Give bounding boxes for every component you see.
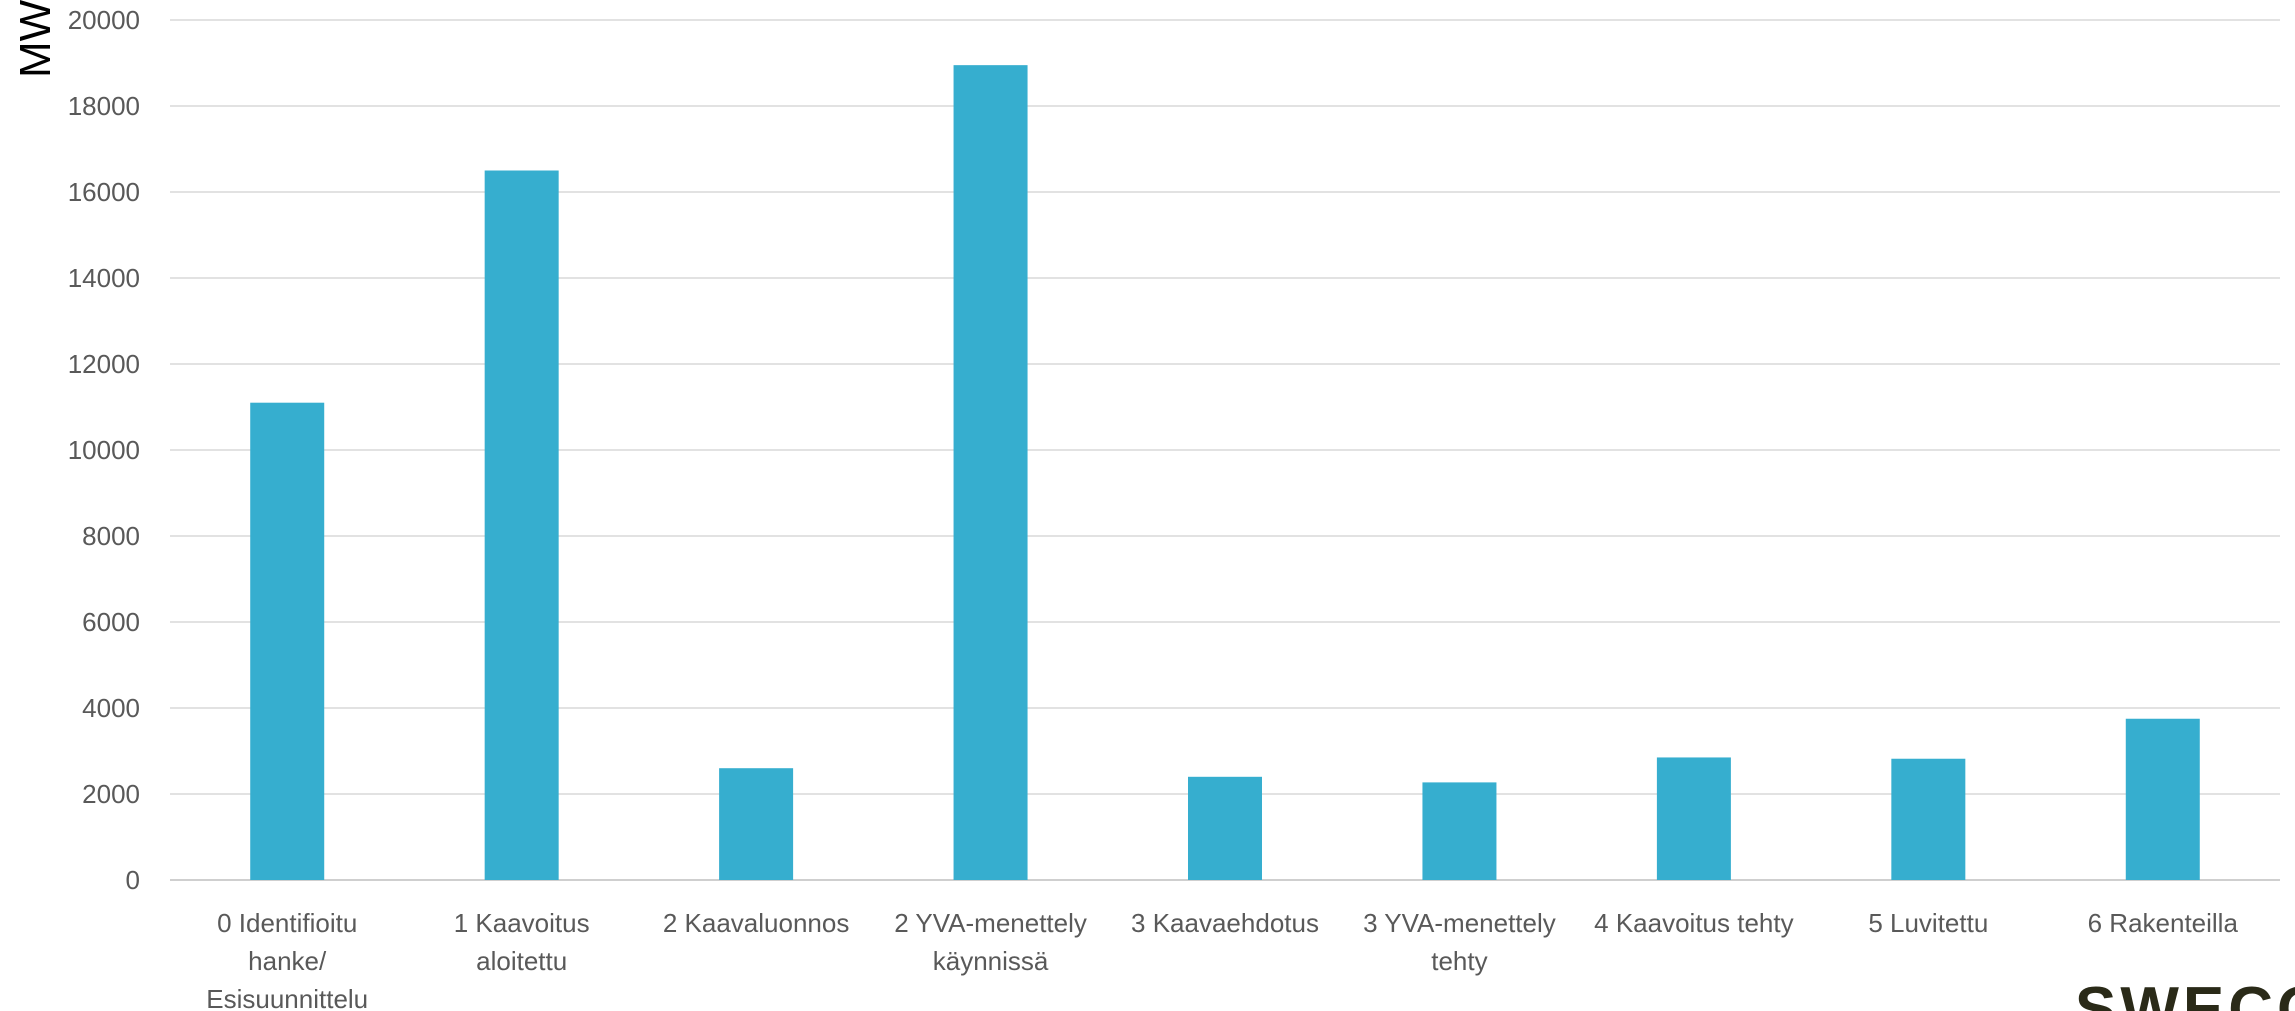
x-category-label: 3 YVA-menettely tehty bbox=[1363, 908, 1556, 976]
x-category-label: 3 Kaavaehdotus bbox=[1131, 908, 1319, 938]
bar bbox=[1188, 776, 1262, 880]
bar bbox=[1656, 757, 1731, 880]
bar bbox=[484, 170, 559, 880]
bars bbox=[250, 65, 2200, 880]
x-category-label: 2 YVA-menettely käynnissä bbox=[894, 908, 1087, 976]
sweco-logo: SWECO bbox=[2075, 975, 2295, 1011]
y-tick-label: 18000 bbox=[68, 91, 140, 121]
x-category-label: 6 Rakenteilla bbox=[2088, 908, 2239, 938]
y-tick-label: 4000 bbox=[82, 693, 140, 723]
x-category-label: 5 Luvitettu bbox=[1868, 908, 1988, 938]
y-tick-label: 6000 bbox=[82, 607, 140, 637]
y-tick-label: 10000 bbox=[68, 435, 140, 465]
y-tick-label: 0 bbox=[126, 865, 140, 895]
y-axis-label: MW bbox=[11, 0, 60, 78]
bar bbox=[953, 65, 1028, 880]
y-tick-label: 8000 bbox=[82, 521, 140, 551]
bar bbox=[1422, 782, 1497, 880]
y-axis-ticks: 0 2000 4000 6000 8000 10000 12000 14000 16000 180… bbox=[68, 5, 140, 895]
bar bbox=[250, 402, 325, 880]
y-tick-label: 2000 bbox=[82, 779, 140, 809]
y-tick-label: 16000 bbox=[68, 177, 140, 207]
bar bbox=[2125, 718, 2200, 880]
x-category-label: 2 Kaavaluonnos bbox=[663, 908, 849, 938]
y-tick-label: 20000 bbox=[68, 5, 140, 35]
x-category-label: 0 Identifioitu hanke/Esisuunnittelu bbox=[206, 908, 368, 1011]
y-tick-label: 12000 bbox=[68, 349, 140, 379]
bar bbox=[1891, 758, 1966, 880]
x-category-label: 1 Kaavoitus aloitettu bbox=[454, 908, 590, 976]
x-axis-categories: 0 Identifioitu hanke/Esisuunnittelu 1 Kaav… bbox=[206, 908, 2238, 1011]
bar bbox=[719, 768, 794, 880]
x-category-label: 4 Kaavoitus tehty bbox=[1594, 908, 1793, 938]
y-tick-label: 14000 bbox=[68, 263, 140, 293]
